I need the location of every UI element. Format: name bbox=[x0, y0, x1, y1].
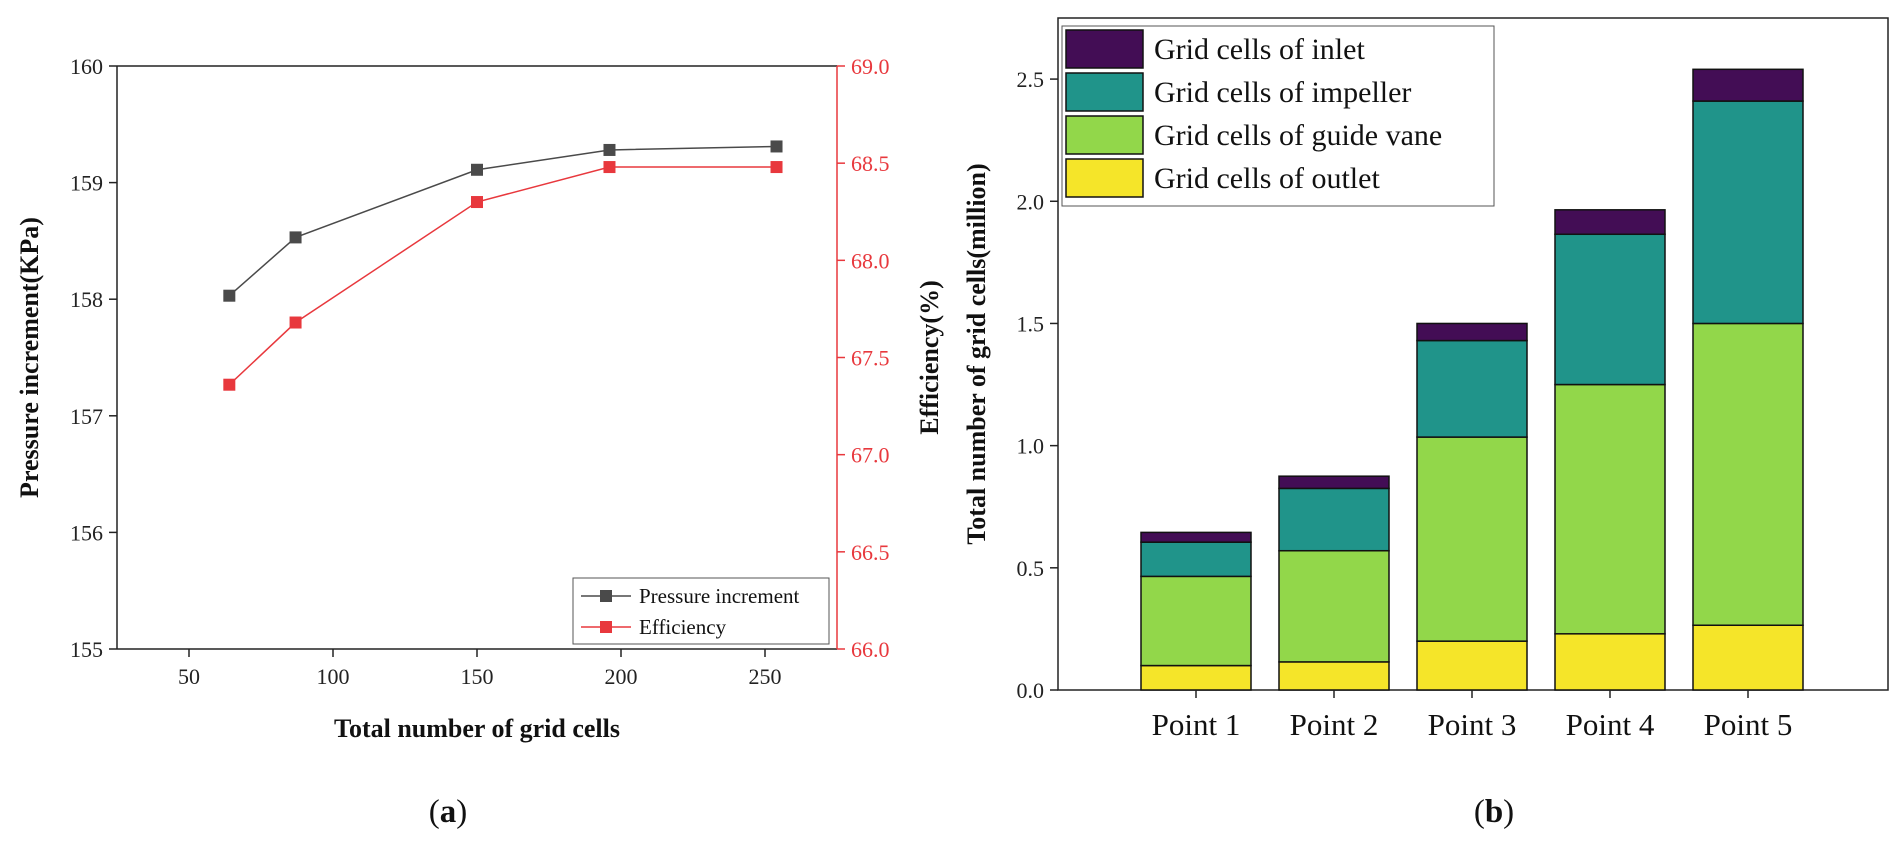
bar-segment bbox=[1692, 322, 1804, 626]
x-axis-title: Total number of grid cells bbox=[334, 714, 620, 743]
panel-a-line-chart: 50 100 150 200 250 155 156 157 158 159 160 66.0 66.5… bbox=[15, 54, 944, 743]
x-tick-label: Point 2 bbox=[1290, 707, 1379, 742]
data-point bbox=[603, 143, 616, 156]
panel-label-a-text: a bbox=[440, 794, 457, 830]
y-axis-title: Total number of grid cells(million) bbox=[962, 163, 991, 544]
y-tick-label: 1.0 bbox=[1017, 434, 1045, 459]
bar-segment bbox=[1278, 475, 1390, 490]
data-point bbox=[770, 140, 783, 153]
panel-label-a: (a) bbox=[429, 794, 468, 830]
data-point bbox=[603, 161, 616, 174]
legend-label: Grid cells of inlet bbox=[1154, 33, 1365, 66]
y-tick-label: 156 bbox=[70, 520, 103, 545]
bar-segment bbox=[1554, 209, 1666, 236]
x-tick-label: Point 5 bbox=[1704, 707, 1793, 742]
data-point bbox=[471, 163, 483, 176]
y-tick-label: 1.5 bbox=[1017, 311, 1045, 336]
series-line-0 bbox=[228, 145, 777, 297]
x-tick-label: Point 3 bbox=[1428, 707, 1517, 742]
bar-segment bbox=[1278, 549, 1390, 663]
legend-box bbox=[572, 577, 830, 645]
y2-tick-label: 66.5 bbox=[851, 540, 890, 565]
bar-segment bbox=[1278, 661, 1390, 691]
bar-segment bbox=[1140, 531, 1252, 543]
bar-segment bbox=[1692, 68, 1804, 102]
bar-segment bbox=[1554, 633, 1666, 691]
y2-tick-label: 69.0 bbox=[851, 54, 890, 79]
bar-segment bbox=[1140, 541, 1252, 578]
y2-tick-label: 68.5 bbox=[851, 151, 890, 176]
svg-text:(a): (a) bbox=[429, 794, 468, 830]
bar-segment bbox=[1692, 100, 1804, 325]
legend-label: Efficiency bbox=[639, 615, 727, 639]
bar-segment bbox=[1416, 436, 1528, 642]
y-tick-label: 0.0 bbox=[1017, 678, 1045, 703]
y-tick-label: 0.5 bbox=[1017, 556, 1045, 581]
legend-swatch bbox=[1065, 72, 1144, 112]
bar-segment bbox=[1278, 487, 1390, 552]
x-tick-label: 150 bbox=[461, 664, 494, 689]
y-tick-label: 155 bbox=[70, 637, 103, 662]
legend-label: Grid cells of impeller bbox=[1154, 76, 1411, 109]
y2-axis-title: Efficiency(%) bbox=[915, 280, 944, 435]
bar-segment bbox=[1692, 624, 1804, 691]
bar-segment bbox=[1554, 233, 1666, 386]
bar-segment bbox=[1416, 640, 1528, 691]
bar-segment bbox=[1140, 664, 1252, 691]
y-tick-label: 157 bbox=[70, 404, 103, 429]
data-point bbox=[289, 316, 302, 329]
y-tick-label: 160 bbox=[70, 54, 103, 79]
data-point bbox=[471, 196, 483, 209]
legend-swatch bbox=[1065, 29, 1144, 69]
y-tick-label: 158 bbox=[70, 287, 103, 312]
x-tick-label: 50 bbox=[178, 664, 200, 689]
data-point bbox=[223, 378, 236, 391]
y2-tick-label: 66.0 bbox=[851, 637, 890, 662]
legend-marker bbox=[600, 590, 612, 602]
data-point bbox=[223, 289, 236, 302]
bar-segment bbox=[1416, 339, 1528, 438]
data-point bbox=[770, 161, 783, 174]
y-tick-label: 2.0 bbox=[1017, 189, 1045, 214]
y-axis-title: Pressure increment(KPa) bbox=[15, 217, 44, 498]
legend-label: Grid cells of outlet bbox=[1154, 162, 1380, 195]
x-tick-label: 100 bbox=[317, 664, 350, 689]
legend-swatch bbox=[1065, 158, 1144, 198]
bar-segment bbox=[1554, 383, 1666, 635]
y2-tick-label: 67.5 bbox=[851, 346, 890, 371]
legend-marker bbox=[600, 621, 612, 633]
x-tick-label: Point 1 bbox=[1152, 707, 1241, 742]
bar-segment bbox=[1140, 575, 1252, 667]
x-tick-label: 250 bbox=[749, 664, 782, 689]
y-tick-label: 159 bbox=[70, 171, 103, 196]
y2-tick-label: 68.0 bbox=[851, 248, 890, 273]
x-tick-label: 200 bbox=[605, 664, 638, 689]
series-line-1 bbox=[228, 166, 777, 386]
y2-tick-label: 67.0 bbox=[851, 443, 890, 468]
legend-swatch bbox=[1065, 115, 1144, 155]
legend-label: Pressure increment bbox=[639, 584, 800, 608]
panel-label-b-text: b bbox=[1485, 794, 1503, 830]
bar-segment bbox=[1416, 322, 1528, 342]
svg-text:(b): (b) bbox=[1474, 794, 1514, 830]
data-point bbox=[289, 231, 302, 244]
panel-label-b: (b) bbox=[1474, 794, 1514, 830]
y-tick-label: 2.5 bbox=[1017, 67, 1045, 92]
x-tick-label: Point 4 bbox=[1566, 707, 1655, 742]
panel-b-stacked-bar-chart: 0.0 0.5 1.0 1.5 2.0 2.5 Point 1 Point 2 Point 3 P… bbox=[962, 17, 1889, 742]
legend-label: Grid cells of guide vane bbox=[1154, 119, 1442, 152]
